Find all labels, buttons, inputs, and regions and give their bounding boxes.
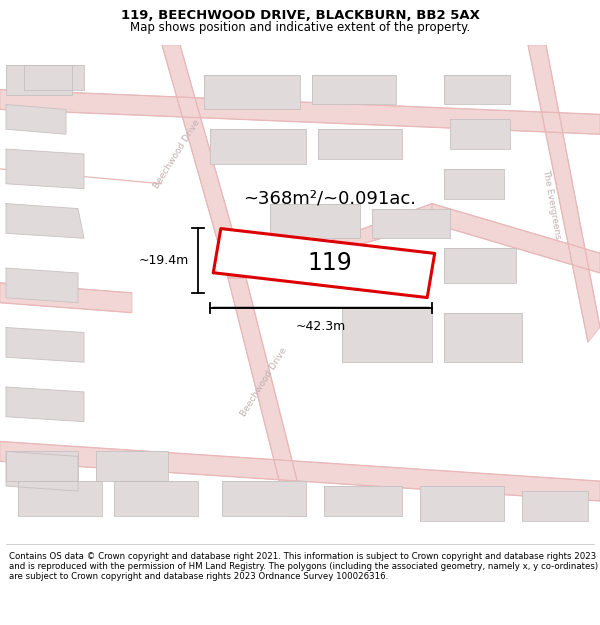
Polygon shape bbox=[432, 204, 600, 273]
Text: ~19.4m: ~19.4m bbox=[139, 254, 189, 267]
Polygon shape bbox=[318, 129, 402, 159]
Text: Map shows position and indicative extent of the property.: Map shows position and indicative extent… bbox=[130, 21, 470, 34]
Polygon shape bbox=[114, 481, 198, 516]
Polygon shape bbox=[444, 312, 522, 362]
Polygon shape bbox=[6, 65, 72, 94]
Polygon shape bbox=[228, 278, 306, 516]
Polygon shape bbox=[0, 441, 600, 501]
Polygon shape bbox=[210, 129, 306, 164]
Polygon shape bbox=[450, 119, 510, 149]
Polygon shape bbox=[6, 451, 78, 491]
Polygon shape bbox=[6, 328, 84, 362]
Polygon shape bbox=[444, 169, 504, 199]
Polygon shape bbox=[204, 75, 300, 109]
Text: 119, BEECHWOOD DRIVE, BLACKBURN, BB2 5AX: 119, BEECHWOOD DRIVE, BLACKBURN, BB2 5AX bbox=[121, 9, 479, 22]
Polygon shape bbox=[162, 45, 246, 278]
Polygon shape bbox=[18, 481, 102, 516]
Text: Contains OS data © Crown copyright and database right 2021. This information is : Contains OS data © Crown copyright and d… bbox=[9, 552, 598, 581]
Polygon shape bbox=[228, 204, 432, 278]
Polygon shape bbox=[528, 45, 600, 342]
Polygon shape bbox=[213, 229, 435, 298]
Text: Beechwood Drive: Beechwood Drive bbox=[239, 346, 289, 418]
Text: ~42.3m: ~42.3m bbox=[296, 320, 346, 333]
Polygon shape bbox=[444, 75, 510, 104]
Polygon shape bbox=[420, 486, 504, 521]
Polygon shape bbox=[444, 248, 516, 283]
Polygon shape bbox=[312, 75, 396, 104]
Polygon shape bbox=[372, 209, 450, 238]
Polygon shape bbox=[0, 89, 600, 134]
Polygon shape bbox=[270, 204, 360, 238]
Text: 119: 119 bbox=[308, 251, 352, 275]
Polygon shape bbox=[6, 104, 66, 134]
Polygon shape bbox=[522, 491, 588, 521]
Polygon shape bbox=[6, 387, 84, 422]
Polygon shape bbox=[6, 204, 84, 238]
Polygon shape bbox=[6, 451, 78, 481]
Polygon shape bbox=[24, 65, 84, 89]
Text: Beechwood Drive: Beechwood Drive bbox=[152, 118, 202, 190]
Text: ~368m²/~0.091ac.: ~368m²/~0.091ac. bbox=[244, 189, 416, 208]
Polygon shape bbox=[0, 283, 132, 312]
Text: The Evergreens: The Evergreens bbox=[541, 168, 563, 239]
Polygon shape bbox=[222, 481, 306, 516]
Polygon shape bbox=[324, 486, 402, 516]
Polygon shape bbox=[6, 268, 78, 302]
Polygon shape bbox=[96, 451, 168, 481]
Polygon shape bbox=[342, 308, 432, 362]
Polygon shape bbox=[6, 149, 84, 189]
